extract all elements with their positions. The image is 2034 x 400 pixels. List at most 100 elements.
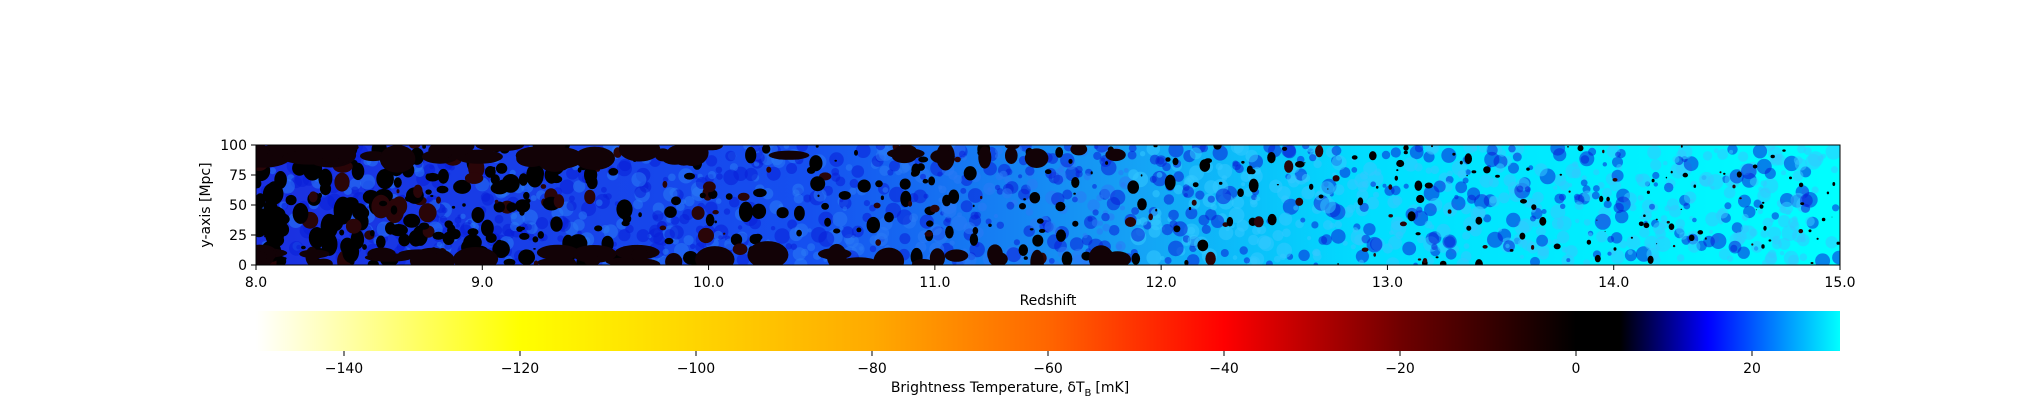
ionized-bubble [1697,230,1704,235]
field-texture-blob [1581,175,1587,181]
ionized-bubble [418,203,437,223]
ionized-bubble [1672,244,1676,248]
ionized-bubble [506,202,517,213]
ionized-bubble [810,176,826,192]
field-texture-blob [1484,151,1500,168]
field-texture-blob [1652,171,1660,180]
field-texture-blob [792,183,804,196]
field-texture-blob [744,167,758,181]
field-texture-blob [360,174,376,190]
ionized-bubble [1188,206,1192,211]
ionized-bubble [437,168,449,184]
field-texture-blob [889,160,900,172]
field-texture-blob [1683,191,1697,204]
field-texture-blob [1615,196,1631,212]
field-texture-blob [1473,206,1486,220]
field-texture-blob [1805,153,1822,170]
ionized-bubble [481,219,494,237]
ionized-bubble [257,183,261,188]
field-texture-blob [1101,212,1110,222]
ionized-bubble [948,189,960,204]
ionized-bubble [776,207,789,219]
field-texture-blob [1173,184,1184,195]
field-texture-blob [1069,237,1084,251]
field-texture-blob [1334,220,1343,229]
field-texture-blob [1382,183,1387,188]
ionized-bubble [815,145,819,148]
field-texture-blob [1233,145,1249,156]
field-texture-blob [1616,164,1623,170]
field-texture-blob [1654,236,1671,253]
ionized-bubble [1459,160,1463,165]
ionized-bubble [1416,194,1425,204]
colorbar-gradient [256,311,1840,351]
field-texture-blob [1463,145,1478,154]
field-texture-blob [1534,163,1548,177]
field-texture-blob [1091,219,1100,227]
ionized-bubble [301,245,306,250]
field-texture-blob [1699,174,1711,186]
ionized-bubble [471,207,485,223]
ionized-bubble [1241,160,1245,164]
field-texture-blob [725,150,736,162]
field-texture-blob [1729,149,1734,154]
ionized-bubble [499,179,504,187]
field-texture-blob [1276,242,1292,259]
ionized-bubble [1124,217,1137,227]
colorbar-label-main: Brightness Temperature, δT [891,380,1085,396]
ionized-bubble [664,206,677,218]
ionized-bubble [1586,239,1592,245]
field-texture-blob [1825,236,1838,249]
field-texture-blob [995,146,1003,155]
ionized-bubble [730,233,743,246]
field-texture-blob [1678,145,1693,160]
x-tick-label: 9.0 [471,275,493,291]
field-texture-blob [1282,228,1291,238]
ionized-bubble [824,217,831,227]
field-texture-blob [1799,253,1808,261]
field-texture-blob [1403,183,1409,189]
field-texture-blob [559,179,575,195]
ionized-bubble [422,145,426,149]
ionized-bubble [699,192,706,199]
field-texture-blob [1366,196,1379,210]
field-texture-blob [662,176,669,183]
field-texture-blob [1561,246,1568,253]
field-texture-blob [937,171,943,177]
field-texture-blob [1831,166,1838,174]
field-texture-blob [1687,240,1701,253]
field-texture-blob [1120,205,1125,211]
field-texture-blob [449,164,455,171]
field-texture-blob [807,228,812,233]
ionized-region [315,145,346,161]
ionized-bubble [453,179,472,194]
ionized-bubble [405,195,413,202]
field-texture-blob [1187,226,1196,235]
field-texture-blob [1530,215,1536,222]
field-texture-blob [1403,157,1418,172]
ionized-bubble [745,146,757,164]
ionized-bubble [586,170,598,180]
field-texture-blob [1730,244,1738,252]
ionized-bubble [584,189,596,205]
ionized-bubble [821,202,829,210]
ionized-bubble [1153,145,1158,148]
ionized-bubble [376,235,386,249]
ionized-bubble [450,229,461,240]
ionized-region [840,257,877,265]
field-texture-blob [953,174,963,184]
field-texture-blob [670,216,680,225]
field-texture-blob [601,186,607,193]
field-texture-blob [1307,236,1312,241]
field-texture-blob [1168,240,1184,257]
field-texture-blob [1736,231,1741,237]
ionized-region [536,145,574,172]
ionized-bubble [1415,232,1421,236]
ionized-bubble [1072,220,1079,227]
ionized-bubble [1396,169,1399,172]
ionized-region [826,243,847,265]
ionized-bubble [1656,243,1658,245]
ionized-bubble [1810,262,1814,264]
ionized-bubble [738,201,753,222]
field-texture-blob [996,188,1004,195]
